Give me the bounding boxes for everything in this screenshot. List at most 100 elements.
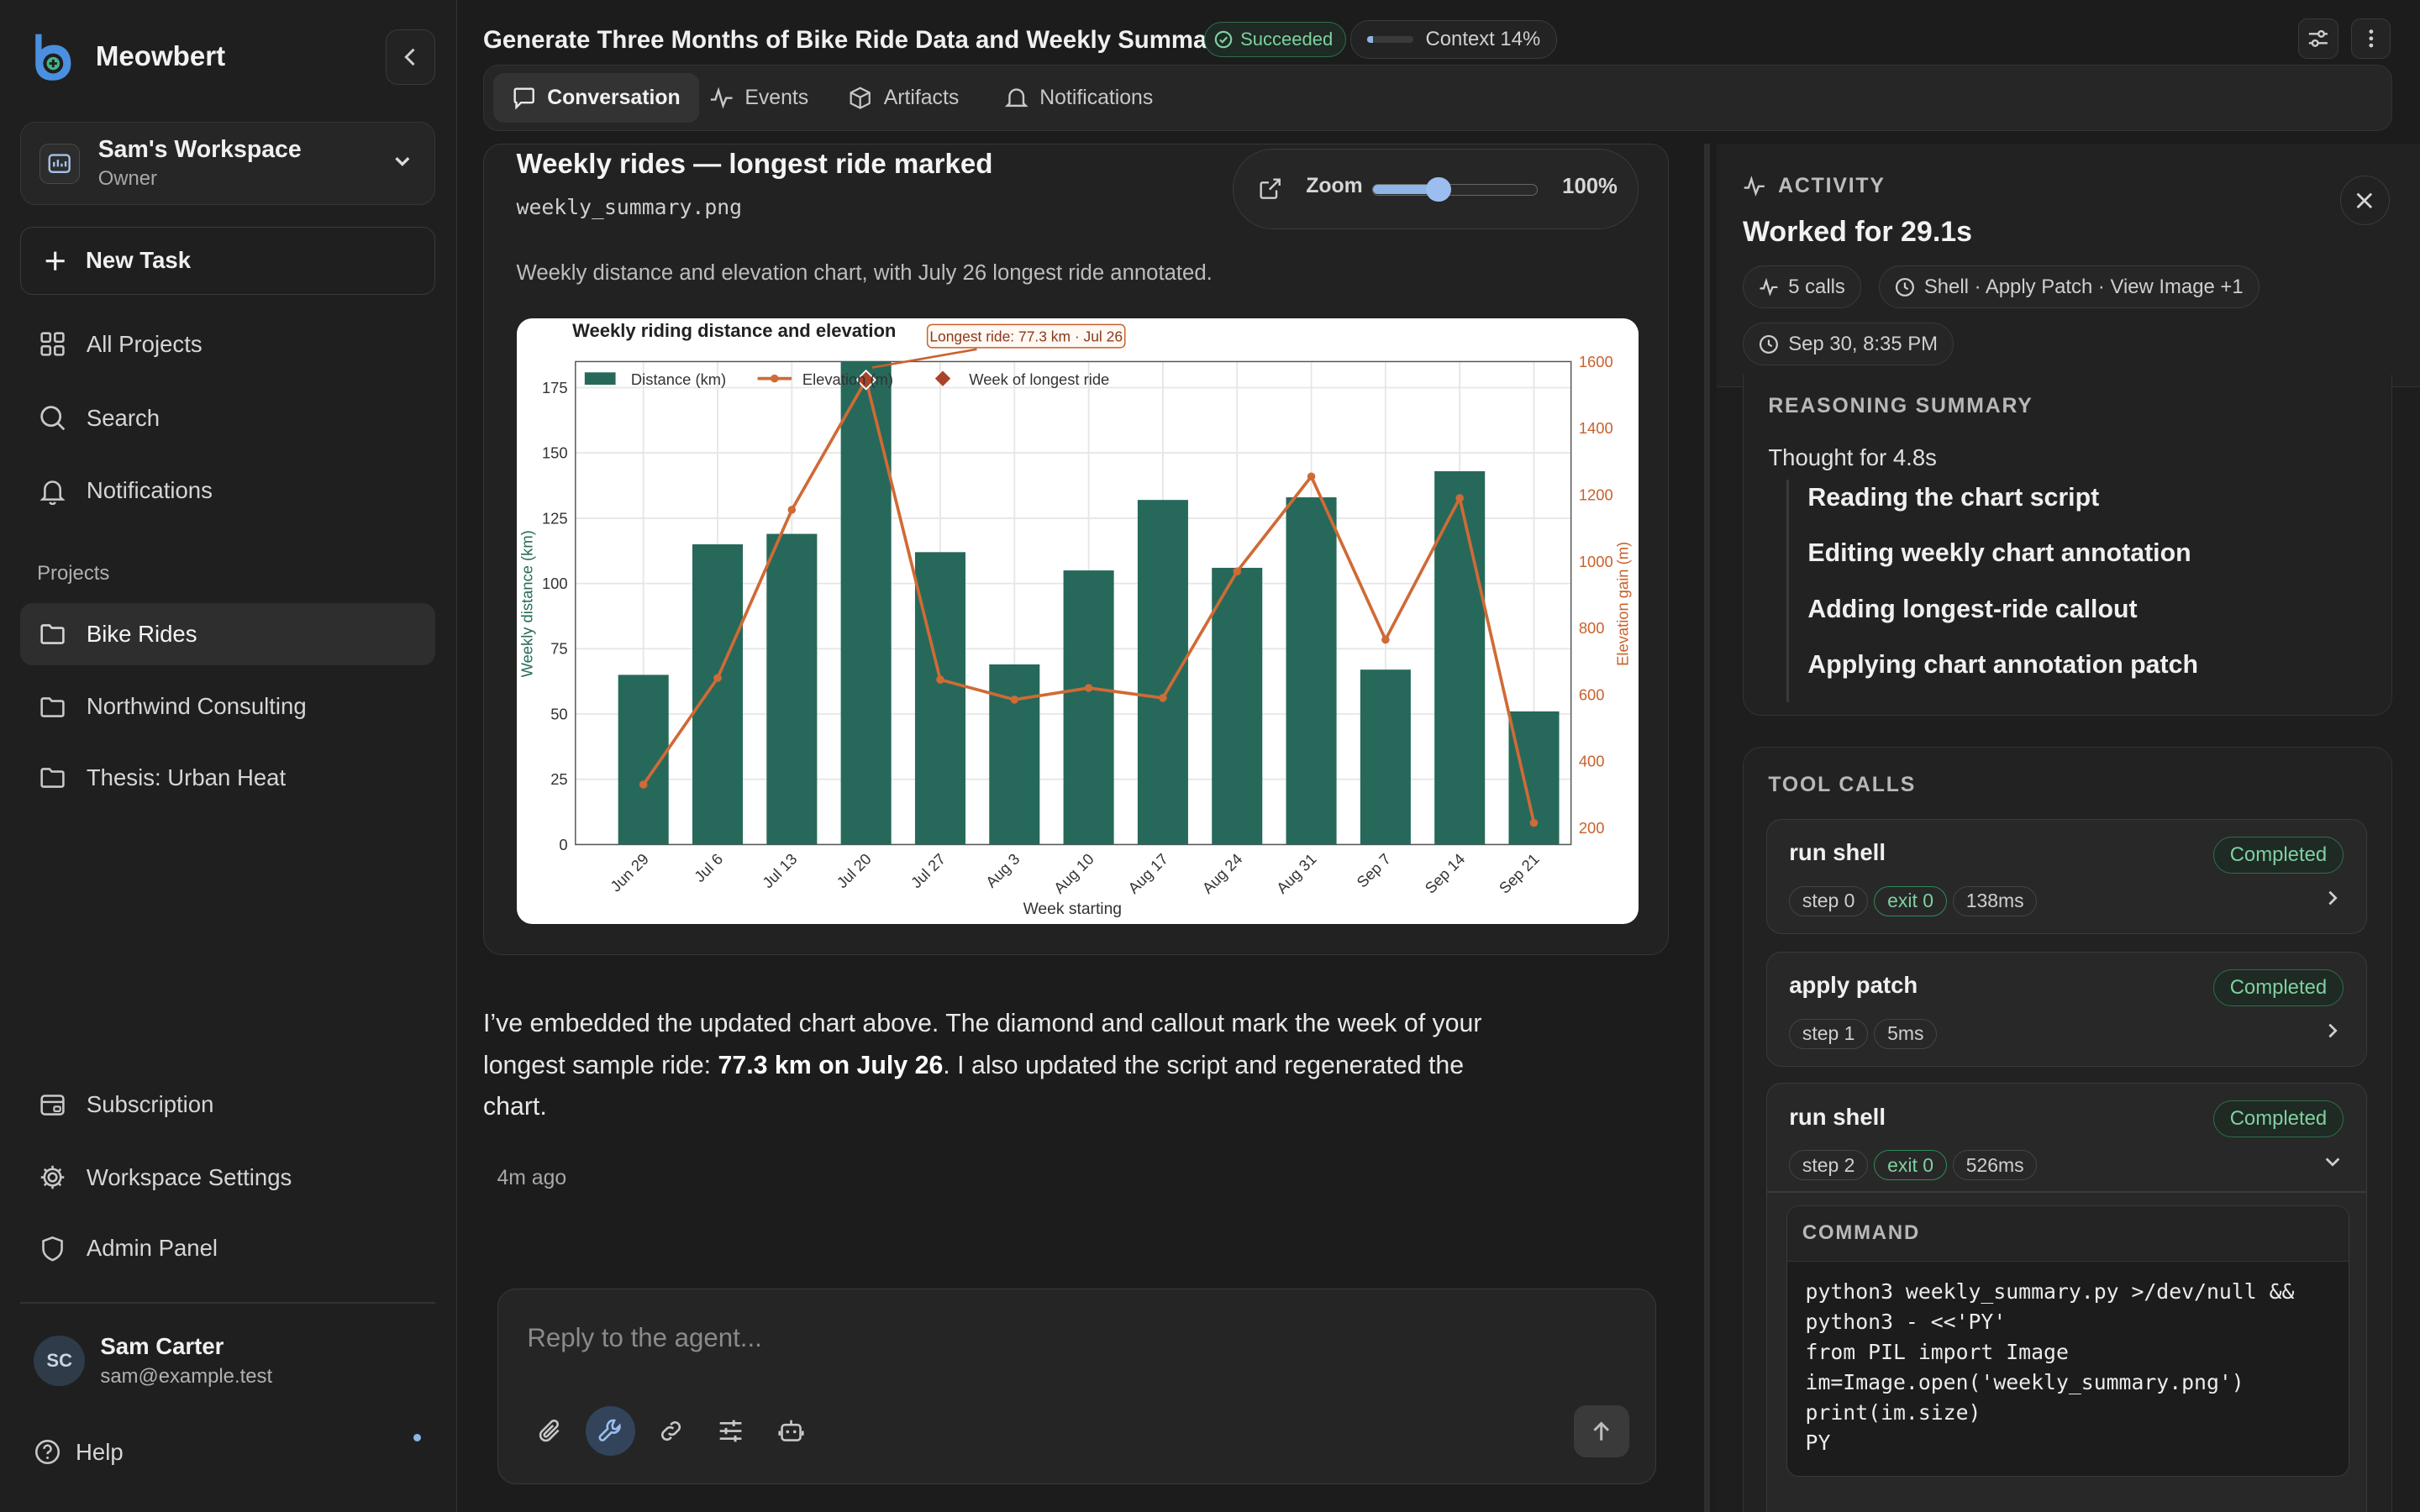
nav-subscription[interactable]: Subscription <box>20 1074 435 1136</box>
new-task-button[interactable]: New Task <box>19 227 436 295</box>
tools-button[interactable] <box>586 1406 635 1457</box>
tool-call-item[interactable]: apply patch Completed step 1 5ms <box>1766 951 2368 1068</box>
activity-title: Worked for 29.1s <box>1742 216 1973 249</box>
workspace-role: Owner <box>97 167 158 191</box>
tab-conversation[interactable]: Conversation <box>492 73 699 123</box>
tool-call-name: run shell <box>1789 839 1886 866</box>
check-circle-icon <box>1214 30 1233 49</box>
exit-pill: exit 0 <box>1874 885 1947 917</box>
sliders-icon <box>720 1420 742 1442</box>
reply-input[interactable]: Reply to the agent... <box>527 1323 762 1353</box>
bar-jul-13 <box>765 533 817 845</box>
main-area: Generate Three Months of Bike Ride Data … <box>459 0 2420 1512</box>
message-text: I’ve embedded the updated chart above. T… <box>482 1010 1482 1079</box>
nav-notifications[interactable]: Notifications <box>20 459 435 521</box>
panel-resize-handle[interactable] <box>1704 143 1711 1512</box>
command-block: COMMAND python3 weekly_summary.py >/dev/… <box>1786 1205 2350 1478</box>
open-external-button[interactable] <box>1258 176 1282 207</box>
x-tick-label: Aug 24 <box>1198 850 1245 897</box>
tab-artifacts[interactable]: Artifacts <box>829 73 977 123</box>
tab-notifications[interactable]: Notifications <box>986 73 1171 123</box>
step-pill: step 0 <box>1789 885 1869 917</box>
bar-sep-14 <box>1434 471 1485 845</box>
y2-tick-label: 1000 <box>1578 553 1612 570</box>
nav-search[interactable]: Search <box>20 387 435 449</box>
y-axis-label: Weekly distance (km) <box>518 531 535 678</box>
nav-admin-panel[interactable]: Admin Panel <box>20 1217 435 1278</box>
close-panel-button[interactable] <box>2339 176 2390 226</box>
tab-events[interactable]: Events <box>691 73 827 123</box>
chart-title: Weekly riding distance and elevation <box>572 320 896 341</box>
box-icon <box>850 87 871 109</box>
assistant-message: I’ve embedded the updated chart above. T… <box>483 1003 1533 1128</box>
link-button[interactable] <box>646 1406 696 1456</box>
y-tick-label: 150 <box>542 444 568 462</box>
send-button[interactable] <box>1573 1404 1629 1458</box>
context-usage: Context 14% <box>1350 19 1557 59</box>
project-northwind[interactable]: Northwind Consulting <box>20 676 435 738</box>
bar-aug-3 <box>988 664 1039 845</box>
attach-button[interactable] <box>526 1406 576 1456</box>
chart-image: 0 25 50 75 100 125 150 175 200 400 600 800 1000 1200 1… <box>516 318 1639 924</box>
command-code: python3 weekly_summary.py >/dev/null && … <box>1805 1279 2295 1456</box>
clock-icon <box>1895 277 1914 297</box>
y2-tick-label: 200 <box>1578 819 1604 837</box>
collapse-sidebar-button[interactable] <box>386 29 436 86</box>
tab-bar: Conversation Events Artifacts Notificati… <box>482 65 2393 132</box>
callout-label: Longest ride: 77.3 km · Jul 26 <box>929 328 1123 345</box>
zoom-control: Zoom 100% <box>1232 149 1639 229</box>
help-link[interactable]: Help <box>34 1438 124 1466</box>
legend-label: Distance (km) <box>630 370 725 388</box>
chevron-left-icon <box>404 48 415 66</box>
task-title: Generate Three Months of Bike Ride Data … <box>482 26 1231 55</box>
nav-workspace-settings[interactable]: Workspace Settings <box>20 1147 435 1208</box>
elevation-point <box>1232 567 1241 576</box>
message-text-end: . I also updated the script and regenera… <box>482 1051 1465 1121</box>
workspace-switcher[interactable]: Sam's Workspace Owner <box>19 122 436 206</box>
legend-label: Week of longest ride <box>969 370 1109 388</box>
status-dot <box>413 1433 422 1441</box>
help-label: Help <box>76 1438 124 1465</box>
more-menu-button[interactable] <box>2350 18 2391 59</box>
tools-used: Shell · Apply Patch · View Image +1 <box>1923 275 2244 298</box>
x-tick-label: Sep 14 <box>1421 850 1468 897</box>
reasoning-summary: REASONING SUMMARY Thought for 4.8s Readi… <box>1742 375 2393 717</box>
bell-icon <box>1004 88 1028 108</box>
elevation-point <box>1010 696 1018 705</box>
chart-svg: 0 25 50 75 100 125 150 175 200 400 600 800 1000 1200 1… <box>518 320 1631 918</box>
project-label: Bike Rides <box>86 621 197 647</box>
gear-icon <box>40 1165 65 1189</box>
tool-call-item[interactable]: run shell Completed step 0 exit 0 138ms <box>1766 818 2368 935</box>
nav-label: All Projects <box>86 330 203 357</box>
user-profile[interactable]: SC Sam Carter sam@example.test <box>34 1333 272 1389</box>
legend-label: Elevation (m) <box>802 370 892 388</box>
settings-toggle-button[interactable] <box>2298 18 2339 59</box>
status-badge: Succeeded <box>1203 21 1346 57</box>
tool-call-item-expanded[interactable]: run shell Completed step 2 exit 0 526ms … <box>1766 1082 2368 1512</box>
bar-sep-7 <box>1360 669 1411 845</box>
step-pill: step 1 <box>1789 1018 1869 1050</box>
conversation-pane: Weekly rides — longest ride marked weekl… <box>459 143 1706 1512</box>
status-label: Succeeded <box>1240 28 1334 50</box>
zoom-value: 100% <box>1562 174 1618 198</box>
app-logo-icon <box>35 34 71 81</box>
zoom-slider-thumb[interactable] <box>1426 176 1451 202</box>
zoom-slider[interactable] <box>1372 176 1538 202</box>
elevation-point <box>639 780 648 790</box>
options-button[interactable] <box>706 1406 755 1456</box>
calls-chip: 5 calls <box>1742 265 1862 309</box>
project-thesis[interactable]: Thesis: Urban Heat <box>20 747 435 808</box>
nav-label: Admin Panel <box>86 1235 218 1262</box>
x-tick-label: Jul 13 <box>759 850 800 891</box>
step-pill: step 2 <box>1789 1149 1869 1181</box>
nav-all-projects[interactable]: All Projects <box>20 313 435 375</box>
bar-aug-10 <box>1063 570 1114 845</box>
x-tick-label: Aug 31 <box>1272 850 1319 897</box>
agent-button[interactable] <box>766 1406 816 1456</box>
activity-header: ACTIVITY Worked for 29.1s 5 calls Shell … <box>1716 143 2420 388</box>
elevation-point <box>1307 472 1315 481</box>
project-bike-rides[interactable]: Bike Rides <box>19 603 436 665</box>
folder-icon <box>40 768 65 789</box>
x-tick-label: Aug 10 <box>1050 850 1097 897</box>
